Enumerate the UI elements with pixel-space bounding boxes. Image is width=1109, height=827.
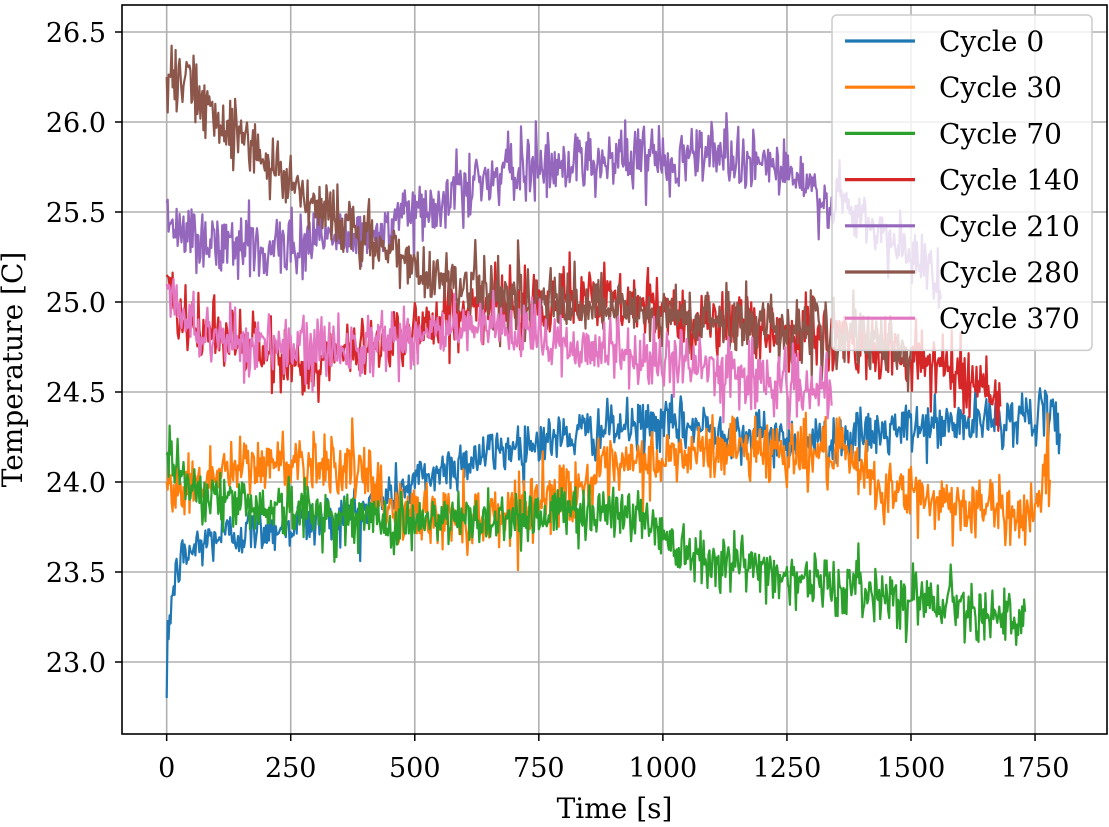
y-tick-label: 24.0 bbox=[46, 468, 106, 499]
series-line-2 bbox=[165, 424, 1027, 646]
legend-label: Cycle 280 bbox=[939, 256, 1080, 289]
x-tick-label: 1250 bbox=[753, 753, 822, 784]
x-tick-label: 1000 bbox=[629, 753, 698, 784]
legend-label: Cycle 140 bbox=[939, 164, 1080, 197]
series-line-0 bbox=[165, 386, 1061, 699]
y-tick-label: 26.5 bbox=[46, 18, 106, 49]
x-tick-label: 1750 bbox=[1001, 753, 1070, 784]
legend-label: Cycle 370 bbox=[939, 302, 1080, 335]
x-tick-label: 1500 bbox=[877, 753, 946, 784]
series-line-6 bbox=[165, 277, 833, 430]
x-tick-label: 250 bbox=[265, 753, 317, 784]
y-tick-label: 25.0 bbox=[46, 288, 106, 319]
legend-label: Cycle 0 bbox=[939, 25, 1044, 58]
legend-label: Cycle 30 bbox=[939, 71, 1062, 104]
y-tick-label: 23.5 bbox=[46, 558, 106, 589]
y-tick-label: 26.0 bbox=[46, 108, 106, 139]
y-tick-label: 23.0 bbox=[46, 648, 106, 679]
axes-frame bbox=[121, 4, 1108, 735]
series-line-4 bbox=[165, 112, 942, 309]
plot-lines bbox=[165, 44, 1061, 699]
y-axis-label: Temperature [C] bbox=[0, 252, 29, 488]
ticks bbox=[115, 31, 1036, 741]
x-axis-label: Time [s] bbox=[557, 792, 673, 825]
y-tick-label: 24.5 bbox=[46, 378, 106, 409]
tick-labels: 0 250 500 750 1000 1250 1500 1750 23.0 23.5 24.0 24… bbox=[46, 18, 1070, 784]
x-tick-label: 500 bbox=[389, 753, 441, 784]
legend-label: Cycle 210 bbox=[939, 210, 1080, 243]
legend-box bbox=[831, 14, 1093, 352]
legend-label: Cycle 70 bbox=[939, 117, 1062, 150]
legend: Cycle 0 Cycle 30 Cycle 70 Cycle 140 Cycle 21… bbox=[831, 14, 1093, 352]
y-tick-label: 25.5 bbox=[46, 198, 106, 229]
x-tick-label: 750 bbox=[513, 753, 565, 784]
x-tick-label: 0 bbox=[158, 753, 175, 784]
